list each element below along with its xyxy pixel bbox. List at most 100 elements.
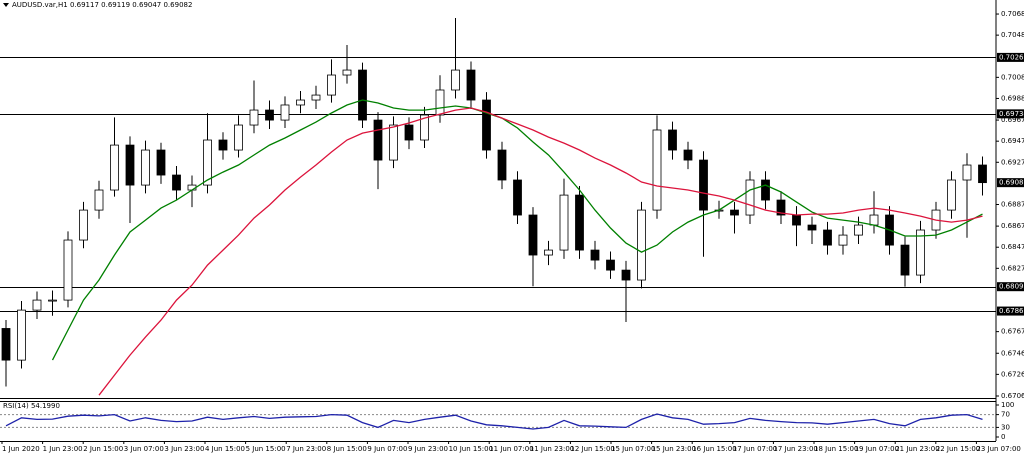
x-tick-label: 23 Jun 07:00 [976, 445, 1020, 453]
x-tick-label: 16 Jun 15:00 [692, 445, 736, 453]
x-tick-label: 17 Jun 07:00 [733, 445, 777, 453]
candle-body [683, 149, 693, 161]
candle-body [218, 139, 228, 151]
candle-body [668, 129, 677, 151]
candle-body [311, 94, 321, 101]
candle-body [1, 328, 11, 361]
candle-body [745, 179, 755, 216]
candle-body [838, 234, 848, 246]
y-tick-label: 0.69675 [1001, 116, 1024, 124]
x-tick-label: 9 Jun 07:00 [367, 445, 407, 453]
price-label-box [997, 306, 1024, 316]
candle-body [451, 69, 460, 91]
candle-body [482, 99, 491, 151]
candle-body [327, 74, 336, 96]
candle-body [559, 194, 569, 251]
price-label-box [997, 282, 1024, 292]
candle-body [900, 244, 910, 276]
x-tick-label: 17 Jun 23:00 [773, 445, 817, 453]
candle-body [342, 69, 352, 76]
candle-body [776, 199, 786, 216]
x-tick-label: 9 Jun 23:00 [408, 445, 448, 453]
x-tick-label: 22 Jun 15:00 [936, 445, 980, 453]
moving-average [98, 107, 983, 396]
candle-body [699, 159, 708, 211]
price-label: 0.69082 [999, 179, 1024, 187]
candle-body [141, 149, 150, 186]
price-label-box [997, 178, 1024, 188]
candle-body [575, 194, 584, 251]
candle-body [234, 124, 243, 151]
x-tick-label: 15 Jun 07:00 [611, 445, 655, 453]
rsi-tick-label: 0 [1001, 433, 1005, 441]
candle-body [404, 124, 414, 141]
candle-body [792, 214, 801, 226]
candle-body [172, 174, 181, 191]
x-tick-label: 7 Jun 23:00 [286, 445, 326, 453]
price-label: 0.67865 [999, 307, 1024, 315]
price-label-box [997, 109, 1024, 119]
candle-body [63, 239, 73, 301]
candle-body [652, 129, 662, 211]
candle-body [730, 209, 739, 216]
candle-body [978, 164, 987, 184]
x-tick-label: 11 Jun 23:00 [530, 445, 574, 453]
candle-body [17, 309, 26, 361]
x-tick-label: 2 Jun 15:00 [83, 445, 123, 453]
x-tick-label: 3 Jun 07:00 [124, 445, 164, 453]
candle-body [513, 179, 522, 216]
candle-body [48, 299, 57, 302]
candle-body [544, 249, 553, 256]
candle-body [373, 119, 383, 161]
candle-body [916, 229, 925, 276]
candle-body [823, 229, 832, 246]
candle-body [637, 209, 646, 281]
candle-body [435, 89, 445, 116]
candle-body [621, 269, 631, 281]
rsi-tick-label: 100 [1001, 401, 1014, 409]
y-tick-label: 0.67265 [1001, 370, 1024, 378]
candle-body [497, 149, 507, 181]
price-label: 0.68096 [999, 283, 1024, 291]
x-tick-label: 5 Jun 15:00 [246, 445, 286, 453]
x-tick-label: 12 Jun 15:00 [570, 445, 614, 453]
rsi-line [5, 413, 983, 430]
x-tick-label: 10 Jun 15:00 [449, 445, 493, 453]
candle-body [249, 109, 259, 126]
y-tick-label: 0.68875 [1001, 200, 1024, 208]
candle-body [606, 259, 615, 271]
candle-body [854, 224, 863, 236]
x-tick-label: 15 Jun 23:00 [652, 445, 696, 453]
x-tick-label: 3 Jun 23:00 [164, 445, 204, 453]
y-tick-label: 0.67465 [1001, 349, 1024, 357]
rsi-label: RSI(14) 54.1990 [3, 402, 60, 410]
candle-body [32, 299, 42, 311]
y-tick-label: 0.69275 [1001, 158, 1024, 166]
candle-body [296, 99, 305, 106]
x-tick-label: 19 Jun 07:00 [855, 445, 899, 453]
x-tick-label: 21 Jun 23:00 [895, 445, 939, 453]
candle-body [947, 179, 956, 211]
candle-body [156, 149, 166, 176]
candle-body [420, 114, 429, 141]
rsi-tick-label: 30 [1001, 423, 1010, 431]
candle-body [125, 144, 135, 186]
candle-body [110, 144, 119, 191]
price-label: 0.69734 [999, 110, 1024, 118]
candle-body [203, 139, 212, 186]
y-tick-label: 0.69475 [1001, 137, 1024, 145]
symbol-icon [3, 3, 9, 7]
candle-body [528, 214, 538, 256]
x-tick-label: 8 Jun 15:00 [327, 445, 367, 453]
rsi-tick-label: 70 [1001, 411, 1010, 419]
x-tick-label: 18 Jun 15:00 [814, 445, 858, 453]
